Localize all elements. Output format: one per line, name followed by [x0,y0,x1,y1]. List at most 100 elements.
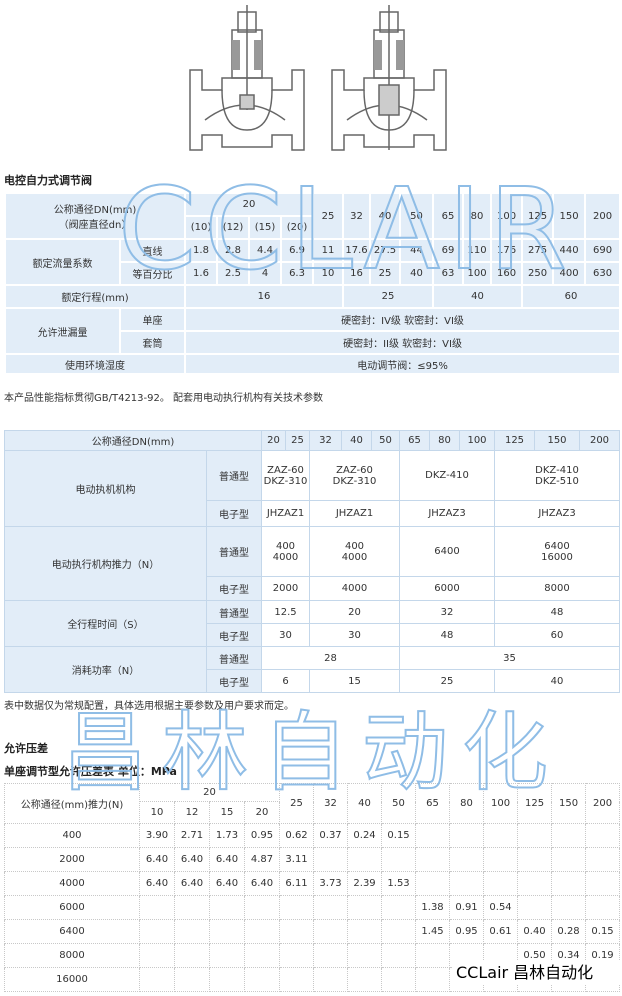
table-row: 电动执行机构推力（N） 普通型 400 4000 400 4000 6400 6400 1600… [4,526,620,601]
header-cell: 10 [139,801,175,824]
table-row: 6400 1.45 0.95 0.61 0.40 0.28 0.15 [4,919,621,944]
row-label: 4000 [4,871,140,896]
cell: DKZ-410 DKZ-510 [494,450,620,501]
cell: 硬密封：IV级 软密封：VI级 [183,307,622,332]
table-row: 4000 6.40 6.40 6.40 6.40 6.11 3.73 2.39 1.53 [4,871,621,896]
cell: 40 [432,284,524,309]
header-cell: 200 [584,192,622,240]
cell [551,823,587,848]
header-cell: 150 [552,192,587,240]
table-row: 2000 6.40 6.40 6.40 4.87 3.11 [4,847,621,872]
cell: 0.54 [483,895,519,920]
cell-line: DKZ-310 [263,475,308,487]
cell: 440 [552,238,587,263]
row-label: 6400 [4,919,140,944]
cell: 0.15 [381,823,417,848]
row-sublabel: 普通型 [206,646,262,670]
cell [483,823,519,848]
cell [449,943,485,968]
cell [174,919,210,944]
header-cell: 32 [309,430,342,451]
cell [483,943,519,968]
table-row: (10) (12) (15) (20) [5,215,620,240]
header-cell: 20 [183,192,315,217]
cell [209,943,245,968]
cell: ZAZ-60 DKZ-310 [261,450,310,501]
cell: 15 [309,669,400,693]
cell: 275 [521,238,555,263]
cell [313,967,349,992]
pressure-table: 公称通径(mm)推力(N) 20 25 32 40 50 65 80 100 125 150 200 1… [4,783,621,992]
cell [551,847,587,872]
cell: 176 [490,238,524,263]
header-cell: 40 [341,430,372,451]
cell [517,823,553,848]
header-cell: 125 [494,430,535,451]
cell-line: 6400 [544,540,570,552]
cell: 20 [309,600,400,624]
cell: JHZAZ3 [494,500,620,527]
header-cell: 150 [551,783,587,824]
cell [585,871,621,896]
cell: 0.38 [585,967,621,992]
cell [449,823,485,848]
cell: 4.4 [248,238,282,263]
row-sublabel: 电子型 [206,669,262,693]
table-row: 400 3.90 2.71 1.73 0.95 0.62 0.37 0.24 0.15 [4,823,621,848]
table-row: 10 12 15 20 [5,801,620,824]
cell-line: 6400 [434,546,460,557]
cell [449,871,485,896]
row-label: 全行程时间（S） [4,600,207,647]
cell: 0.19 [585,943,621,968]
row-sublabel: 等百分比 [119,261,186,286]
cell [483,967,519,992]
cell [174,967,210,992]
cell [551,871,587,896]
cell: 6.40 [174,871,210,896]
table-row: 额定流量系数 直线 1.8 2.8 4.4 6.9 11 17.6 27.5 44 69 110 176… [4,238,622,286]
row-label: 额定行程(mm) [4,284,186,309]
header-cell: 50 [381,783,417,824]
header-cell: 25 [279,783,315,824]
cell: 1.38 [415,895,451,920]
cell [313,847,349,872]
cell: 27.5 [369,238,402,263]
row-label: 允许泄漏量 [4,307,121,355]
cell [381,919,417,944]
cell: 0.28 [551,919,587,944]
table-row: 电子型 30 30 48 60 [5,623,620,647]
header-cell: (15) [248,215,282,240]
cell: JHZAZ1 [309,500,400,527]
row-label: 额定流量系数 [4,238,121,286]
cell: 0.15 [585,919,621,944]
cell: 69 [432,238,465,263]
header-cell: 150 [534,430,580,451]
row-label: 2000 [4,847,140,872]
cell [243,967,281,992]
cell [415,823,451,848]
header-line: 公称通径DN(mm) [53,205,137,216]
cell [415,943,451,968]
cell-line: ZAZ-60 [336,464,373,476]
cell [279,895,315,920]
cell: 110 [462,238,493,263]
table-row: 公称通径DN(mm) （阀座直径dn） 20 25 32 40 50 65 80 100 125 15… [4,192,622,240]
cell-line: 4000 [272,551,299,563]
cell: 630 [584,261,622,286]
cell: 12.5 [261,600,310,624]
cell: 0.50 [517,943,553,968]
cell: 0.68 [551,967,587,992]
cell: 100 [462,261,493,286]
cell [347,895,383,920]
row-sublabel: 套筒 [119,330,186,355]
table-row: 额定行程(mm) 16 25 40 60 [4,284,622,309]
cell [517,895,553,920]
table-row: 电动执机机构 普通型 ZAZ-60 DKZ-310 ZAZ-60 DKZ-310 DKZ-4… [4,450,620,527]
cell-line: DKZ-410 [535,464,579,476]
cell: 35 [399,646,620,670]
header-cell: 65 [415,783,451,824]
header-cell: 公称通径DN(mm) [4,430,262,451]
table-row: 套筒 硬密封：II级 软密封：VI级 [5,330,622,355]
cell [517,847,553,872]
